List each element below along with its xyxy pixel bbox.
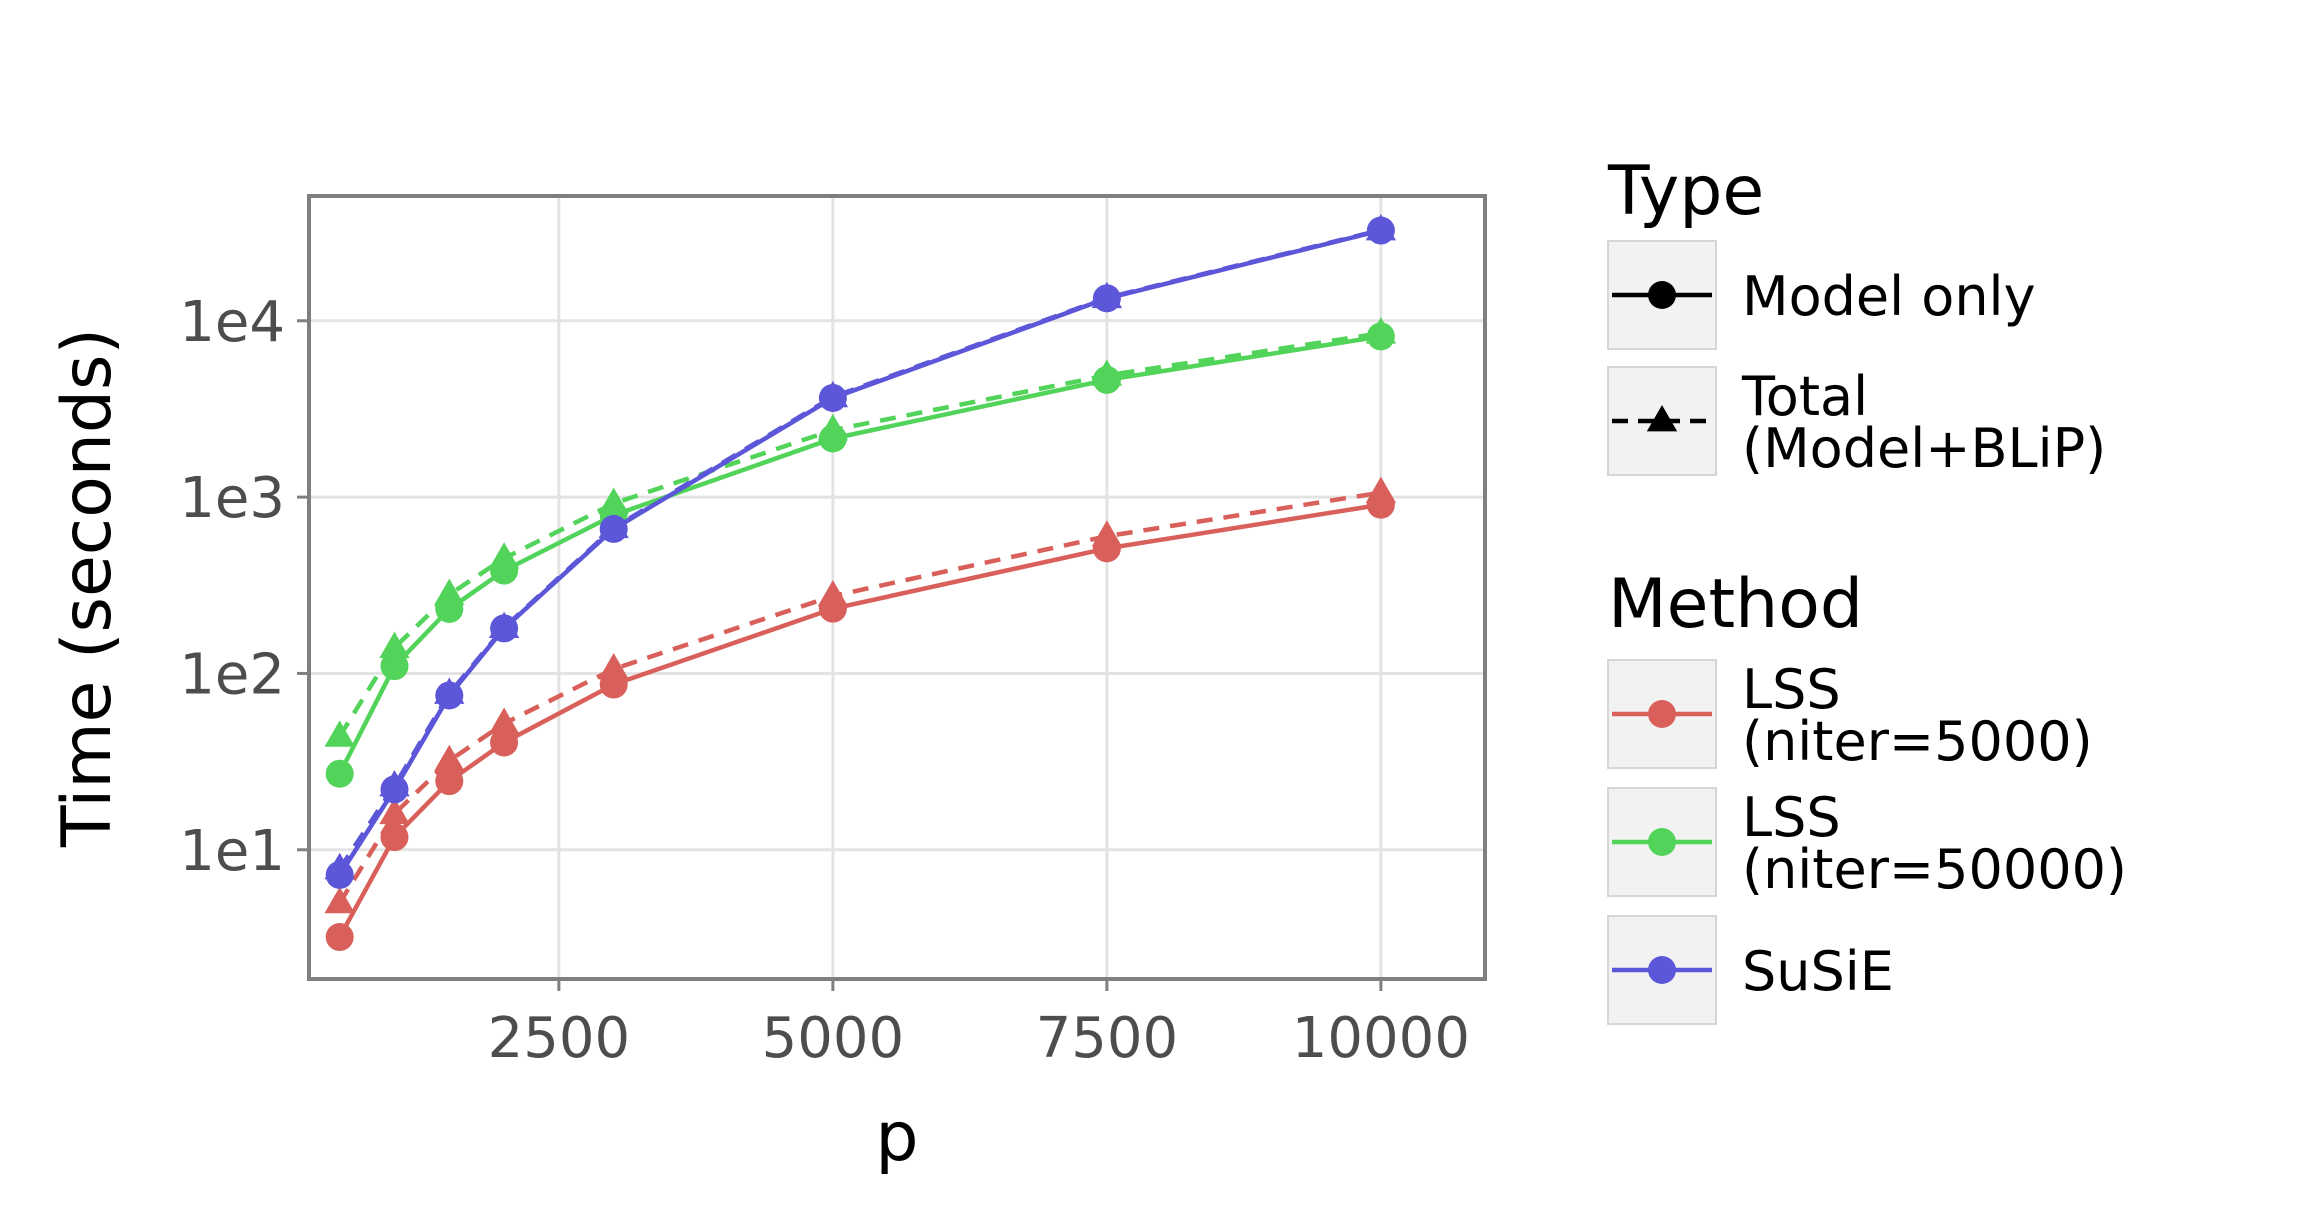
series-2 xyxy=(325,322,1395,788)
data-point-circle xyxy=(435,681,464,710)
data-point-circle xyxy=(1366,216,1395,245)
series-0 xyxy=(325,490,1395,952)
data-point-circle xyxy=(1366,322,1395,351)
legend-circle-marker xyxy=(1648,956,1676,984)
data-point-circle xyxy=(1366,490,1395,519)
data-point-circle xyxy=(490,728,519,757)
data-point-triangle xyxy=(379,631,410,659)
x-tick-label: 7500 xyxy=(1036,1006,1179,1071)
data-point-circle xyxy=(1092,534,1121,563)
series-1 xyxy=(324,476,1397,914)
x-axis-title: p xyxy=(875,1098,918,1177)
series-3 xyxy=(324,317,1397,747)
grid-lines xyxy=(309,196,1485,979)
data-point-circle xyxy=(325,759,354,788)
legend-circle-marker xyxy=(1648,700,1676,728)
x-tick-label: 2500 xyxy=(488,1006,631,1071)
y-axis-ticks: 1e1 1e2 1e3 1e4 xyxy=(179,290,309,884)
legend-triangle-marker xyxy=(1646,405,1678,432)
series-line xyxy=(337,228,1382,877)
legend-circle-marker xyxy=(1648,828,1676,856)
series-line xyxy=(337,330,1382,738)
series-line xyxy=(337,334,1382,775)
data-point-triangle xyxy=(379,797,410,825)
legend-label: LSS xyxy=(1742,786,1841,849)
data-point-circle xyxy=(380,775,409,804)
data-point-circle xyxy=(1092,365,1121,394)
legend: Type Method Model only Total(Model+BLiP) L… xyxy=(1607,152,2127,1025)
y-axis-title: Time (seconds) xyxy=(48,328,127,848)
data-point-circle xyxy=(380,652,409,681)
legend-circle-marker xyxy=(1648,281,1676,309)
data-point-circle xyxy=(1092,284,1121,313)
data-point-triangle xyxy=(598,652,629,680)
x-axis-ticks: 2500 5000 7500 10000 xyxy=(488,979,1470,1071)
y-tick-label: 1e3 xyxy=(179,466,285,531)
legend-label: (niter=50000) xyxy=(1742,838,2127,901)
data-point-circle xyxy=(818,424,847,453)
data-point-triangle xyxy=(324,886,355,914)
legend-label: SuSiE xyxy=(1742,940,1894,1003)
legend-label: (Model+BLiP) xyxy=(1742,417,2106,480)
data-point-circle xyxy=(490,556,519,585)
legend-label: Model only xyxy=(1742,265,2036,328)
legend-method-title: Method xyxy=(1608,565,1863,644)
data-point-circle xyxy=(818,383,847,412)
y-tick-label: 1e4 xyxy=(179,290,285,355)
data-point-circle xyxy=(818,594,847,623)
data-point-circle xyxy=(599,514,628,543)
series-line xyxy=(337,227,1382,871)
x-tick-label: 10000 xyxy=(1292,1006,1470,1071)
data-point-circle xyxy=(490,614,519,643)
data-point-circle xyxy=(599,670,628,699)
data-point-circle xyxy=(435,594,464,623)
data-point-circle xyxy=(325,860,354,889)
series-5 xyxy=(324,214,1397,880)
series-4 xyxy=(325,216,1395,889)
series-line xyxy=(337,490,1382,905)
data-point-triangle xyxy=(324,720,355,747)
data-point-triangle xyxy=(488,707,520,734)
legend-label: (niter=5000) xyxy=(1742,710,2093,773)
data-point-circle xyxy=(435,767,464,796)
plot-border xyxy=(307,194,1487,981)
data-point-circle xyxy=(380,823,409,852)
legend-type-title: Type xyxy=(1607,152,1764,231)
y-tick-label: 1e2 xyxy=(179,642,285,707)
x-tick-label: 5000 xyxy=(762,1006,905,1071)
plot-series xyxy=(324,214,1397,952)
y-tick-label: 1e1 xyxy=(179,819,285,884)
data-point-triangle xyxy=(434,744,465,772)
data-point-circle xyxy=(325,923,354,952)
legend-label: Total xyxy=(1741,365,1868,428)
legend-label: LSS xyxy=(1742,658,1841,721)
